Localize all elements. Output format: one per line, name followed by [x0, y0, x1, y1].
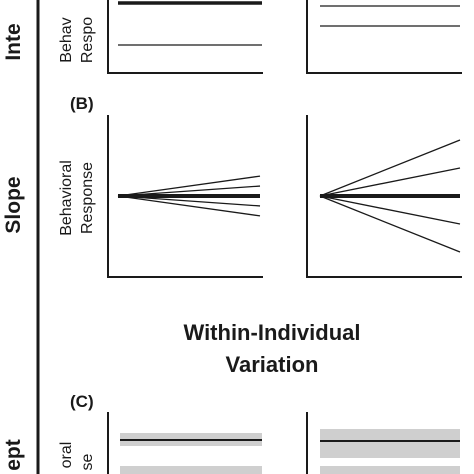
line-individual: [117, 195, 261, 217]
panel-top-left: Behav Respo: [58, 0, 263, 74]
axes-slope-left: [107, 115, 263, 278]
panel-letter-b: (B): [70, 94, 94, 113]
y-axis-label-top-line1: Behav: [58, 17, 75, 62]
row-label-intercept-top: Inte: [2, 23, 25, 60]
axes-top-right: [306, 0, 462, 74]
variation-band: [320, 429, 460, 458]
panel-c-left: oral se: [58, 412, 262, 474]
panel-slope-left: Behavioral Response: [58, 115, 263, 278]
heading-line1: Within-Individual: [184, 320, 361, 345]
panel-letter-c: (C): [70, 392, 94, 411]
panel-slope-right: [306, 115, 462, 278]
y-axis-label-top-line2: Respo: [79, 17, 96, 63]
line-individual: [319, 195, 461, 225]
y-axis-label-slope-line1: Behavioral: [58, 160, 75, 236]
heading-line2: Variation: [226, 352, 319, 377]
variation-band: [320, 466, 460, 474]
line-individual: [319, 167, 461, 197]
axes-top-left: [107, 0, 263, 74]
line-individual: [117, 175, 261, 197]
variation-band: [120, 466, 262, 474]
panel-top-right: [306, 0, 462, 74]
row-label-slope: Slope: [2, 176, 25, 233]
line-individual: [319, 139, 461, 197]
y-axis-label-bottom-line2: se: [79, 453, 96, 470]
y-axis-label-slope-line2: Response: [79, 162, 96, 234]
axes-slope-right: [306, 115, 462, 278]
row-label-intercept-bottom: ept: [2, 439, 25, 471]
y-axis-label-bottom-line1: oral: [58, 442, 75, 469]
line-individual: [319, 195, 461, 253]
panel-c-right: [306, 412, 460, 474]
